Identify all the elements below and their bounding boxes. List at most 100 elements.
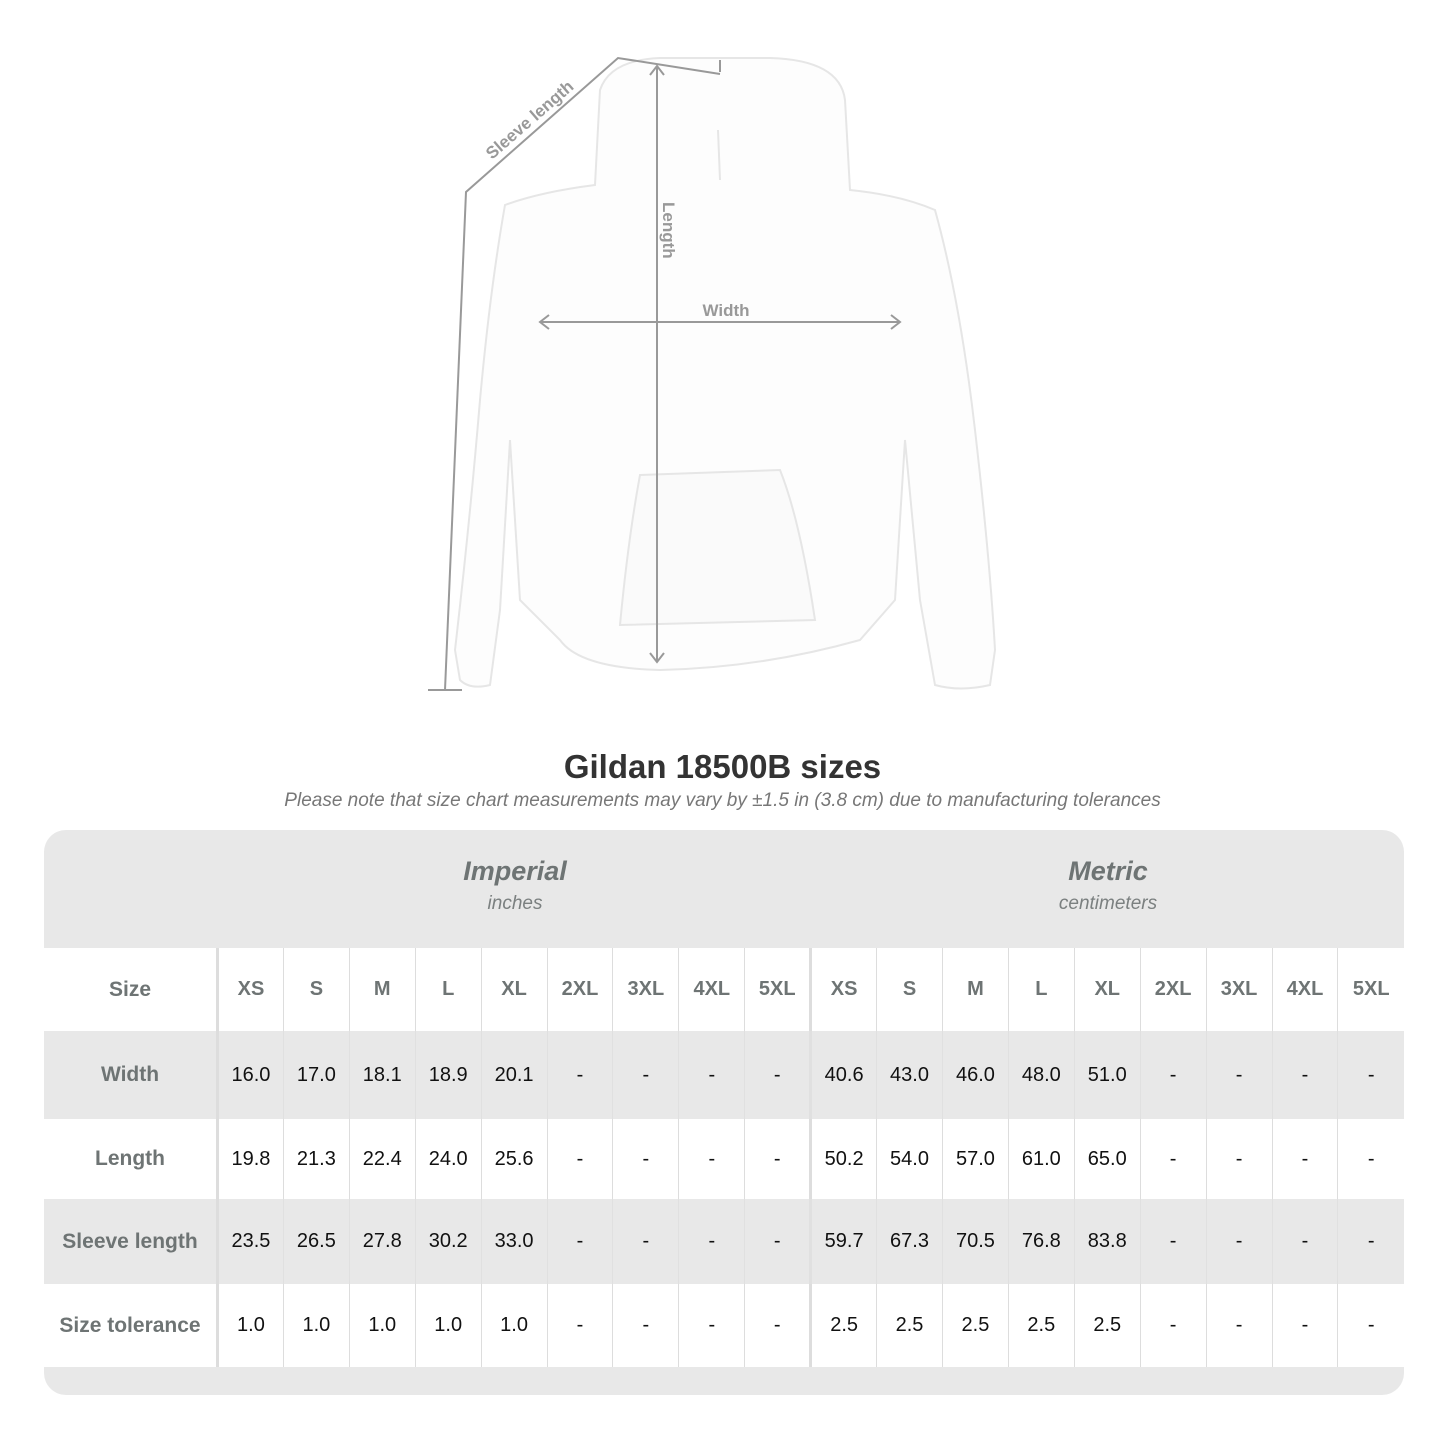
imperial-value-cell: -: [744, 1284, 811, 1367]
imperial-value-cell: 30.2: [414, 1199, 482, 1284]
table-row: Sleeve length 23.5 26.5 27.8 30.2 33.0- - - -59.…: [44, 1199, 1404, 1284]
metric-value-cell: 2.5: [941, 1284, 1009, 1367]
table-row: Width 16.0 17.0 18.1 18.9 20.1- - - -40.6 43.0 46.…: [44, 1031, 1404, 1119]
metric-value-cell: -: [1271, 1284, 1338, 1367]
metric-value-cell: -: [1271, 1119, 1338, 1199]
imperial-size-header: M: [348, 948, 416, 1031]
tolerance-note: Please note that size chart measurements…: [284, 790, 1161, 811]
metric-value-cell: 40.6: [809, 1031, 877, 1119]
imperial-value-cell: 18.1: [348, 1031, 416, 1119]
metric-value-cell: 43.0: [876, 1031, 943, 1119]
imperial-value-cell: 24.0: [414, 1119, 482, 1199]
hoodie-measurement-diagram: Sleeve length Length Width: [428, 56, 997, 691]
imperial-value-cell: 26.5: [282, 1199, 350, 1284]
imperial-value-cell: -: [744, 1119, 811, 1199]
imperial-value-cell: -: [744, 1199, 811, 1284]
metric-value-cell: 57.0: [941, 1119, 1009, 1199]
metric-value-cell: -: [1139, 1119, 1207, 1199]
size-chart: Imperial inches Metric centimeters Size X…: [44, 830, 1404, 1395]
metric-value-cell: -: [1139, 1199, 1207, 1284]
metric-title: Metric: [1068, 856, 1148, 886]
imperial-value-cell: -: [678, 1199, 745, 1284]
metric-header: Metric centimeters: [812, 830, 1404, 948]
row-label: Length: [44, 1119, 219, 1199]
metric-value-cell: -: [1337, 1119, 1404, 1199]
metric-size-header: XS: [809, 948, 877, 1031]
imperial-value-cell: 1.0: [414, 1284, 482, 1367]
imperial-size-header: XS: [217, 948, 284, 1031]
imperial-size-header: L: [414, 948, 482, 1031]
imperial-value-cell: 17.0: [282, 1031, 350, 1119]
imperial-size-header: 2XL: [546, 948, 613, 1031]
table-row: Size tolerance 1.0 1.0 1.0 1.0 1.0- - - -2.5 2.5 2…: [44, 1284, 1404, 1367]
imperial-value-cell: 1.0: [282, 1284, 350, 1367]
imperial-value-cell: -: [612, 1284, 679, 1367]
metric-size-header: S: [876, 948, 943, 1031]
row-label: Sleeve length: [44, 1199, 219, 1284]
metric-size-header: M: [941, 948, 1009, 1031]
sleeve-length-label: Sleeve length: [482, 77, 577, 163]
metric-size-header: 5XL: [1337, 948, 1404, 1031]
imperial-value-cell: 33.0: [480, 1199, 548, 1284]
metric-value-cell: -: [1205, 1284, 1272, 1367]
imperial-value-cell: -: [744, 1031, 811, 1119]
metric-value-cell: -: [1205, 1031, 1272, 1119]
metric-value-cell: 61.0: [1007, 1119, 1075, 1199]
imperial-value-cell: 1.0: [480, 1284, 548, 1367]
metric-value-cell: 51.0: [1073, 1031, 1141, 1119]
table-header-row: Size XS S M L XL 2XL 3XL 4XL 5XL XS S M L XL 2XL 3XL 4XL 5…: [44, 948, 1404, 1031]
metric-value-cell: 2.5: [1073, 1284, 1141, 1367]
hoodie-illustration: [453, 57, 997, 690]
metric-value-cell: 54.0: [876, 1119, 943, 1199]
imperial-value-cell: 25.6: [480, 1119, 548, 1199]
metric-value-cell: 2.5: [876, 1284, 943, 1367]
imperial-value-cell: 16.0: [217, 1031, 284, 1119]
imperial-value-cell: 19.8: [217, 1119, 284, 1199]
metric-value-cell: 76.8: [1007, 1199, 1075, 1284]
metric-size-header: 3XL: [1205, 948, 1272, 1031]
imperial-value-cell: 20.1: [480, 1031, 548, 1119]
row-label: Width: [44, 1031, 219, 1119]
imperial-value-cell: -: [546, 1284, 613, 1367]
sleeve-length-line: [444, 56, 721, 691]
metric-value-cell: -: [1205, 1119, 1272, 1199]
imperial-value-cell: 22.4: [348, 1119, 416, 1199]
metric-unit: centimeters: [1058, 893, 1158, 914]
metric-value-cell: -: [1337, 1199, 1404, 1284]
imperial-value-cell: -: [678, 1031, 745, 1119]
imperial-value-cell: 27.8: [348, 1199, 416, 1284]
imperial-value-cell: -: [612, 1199, 679, 1284]
metric-value-cell: -: [1271, 1031, 1338, 1119]
imperial-value-cell: -: [612, 1031, 679, 1119]
metric-value-cell: -: [1139, 1284, 1207, 1367]
imperial-value-cell: 21.3: [282, 1119, 350, 1199]
metric-value-cell: 46.0: [941, 1031, 1009, 1119]
measurement-lines: [428, 56, 902, 691]
metric-value-cell: -: [1271, 1199, 1338, 1284]
imperial-value-cell: -: [678, 1119, 745, 1199]
metric-value-cell: -: [1139, 1031, 1207, 1119]
metric-value-cell: 59.7: [809, 1199, 877, 1284]
imperial-header: Imperial inches: [218, 830, 812, 948]
size-table: Size XS S M L XL 2XL 3XL 4XL 5XL XS S M L XL 2XL 3XL 4XL 5…: [44, 948, 1404, 1367]
metric-size-header: XL: [1073, 948, 1141, 1031]
metric-value-cell: 48.0: [1007, 1031, 1075, 1119]
imperial-title: Imperial: [463, 856, 567, 886]
page-title: Gildan 18500B sizes: [563, 748, 882, 785]
imperial-value-cell: 1.0: [348, 1284, 416, 1367]
imperial-value-cell: -: [546, 1031, 613, 1119]
metric-value-cell: 67.3: [876, 1199, 943, 1284]
imperial-value-cell: -: [678, 1284, 745, 1367]
imperial-size-header: 5XL: [744, 948, 811, 1031]
row-label: Size: [44, 948, 219, 1031]
length-label: Length: [659, 202, 678, 259]
metric-value-cell: -: [1337, 1031, 1404, 1119]
metric-value-cell: 65.0: [1073, 1119, 1141, 1199]
imperial-value-cell: -: [546, 1199, 613, 1284]
row-label: Size tolerance: [44, 1284, 219, 1367]
imperial-value-cell: 23.5: [217, 1199, 284, 1284]
imperial-value-cell: -: [546, 1119, 613, 1199]
imperial-unit: inches: [487, 893, 543, 914]
metric-value-cell: -: [1205, 1199, 1272, 1284]
metric-value-cell: 83.8: [1073, 1199, 1141, 1284]
